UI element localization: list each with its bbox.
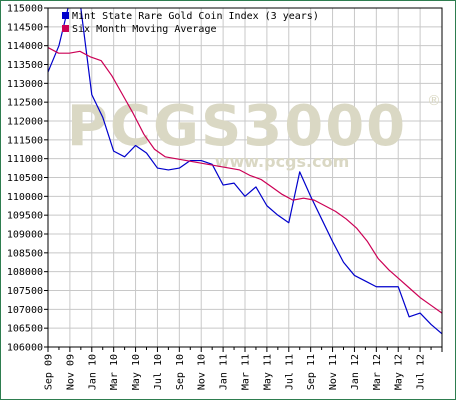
plot-border xyxy=(47,7,443,348)
x-tick-label: Jan 12 xyxy=(350,354,361,390)
series-line-1 xyxy=(48,8,442,335)
watermark-main: PCGS3000 xyxy=(67,94,407,159)
x-tick-label: Nov 11 xyxy=(328,354,339,390)
series-lines xyxy=(48,8,442,335)
x-axis-ticks: Sep 09 Nov 09 Jan 10 Mar 10 May 10 Jul 10 Sep … xyxy=(44,347,443,390)
watermark-registered: ® xyxy=(427,93,441,109)
x-tick-label: May 11 xyxy=(262,354,273,390)
y-axis-ticks: 106000 106500 107000 107500 108000 108500 1090… xyxy=(7,4,48,354)
y-tick-label: 110500 xyxy=(7,173,43,184)
y-tick-label: 112000 xyxy=(7,117,43,128)
legend-label-2: Six Month Moving Average xyxy=(72,24,217,35)
y-tick-label: 110000 xyxy=(7,192,43,203)
y-tick-label: 114500 xyxy=(7,22,43,33)
y-tick-label: 113000 xyxy=(7,79,43,90)
legend-swatch-2 xyxy=(62,25,69,32)
y-tick-label: 111500 xyxy=(7,135,43,146)
x-tick-label: Sep 11 xyxy=(306,354,317,390)
x-tick-label: Nov 09 xyxy=(65,354,76,390)
x-tick-label: Jul 12 xyxy=(416,354,427,390)
x-tick-label: Jul 11 xyxy=(284,354,295,390)
y-tick-label: 111000 xyxy=(7,154,43,165)
legend-swatch-1 xyxy=(62,12,69,19)
x-tick-label: Jul 10 xyxy=(153,354,164,390)
y-tick-label: 115000 xyxy=(7,4,43,15)
x-tick-label: May 12 xyxy=(394,354,405,390)
x-tick-label: Sep 10 xyxy=(175,354,186,390)
y-tick-label: 107500 xyxy=(7,286,43,297)
y-tick-label: 109500 xyxy=(7,211,43,222)
legend-label-1: Mint State Rare Gold Coin Index (3 years… xyxy=(72,11,319,22)
y-tick-label: 112500 xyxy=(7,98,43,109)
series-line-2 xyxy=(48,47,442,314)
watermark: PCGS3000 www.pcgs.com ® xyxy=(67,93,441,171)
y-tick-label: 114000 xyxy=(7,41,43,52)
watermark-sub: www.pcgs.com xyxy=(215,152,350,171)
x-tick-label: Jan 10 xyxy=(87,354,98,390)
grid xyxy=(47,7,443,348)
x-tick-label: Nov 10 xyxy=(197,354,208,390)
y-tick-label: 107000 xyxy=(7,305,43,316)
x-tick-label: Jan 11 xyxy=(219,354,230,390)
x-tick-label: Mar 11 xyxy=(241,354,252,390)
y-tick-label: 108500 xyxy=(7,248,43,259)
x-tick-label: Mar 12 xyxy=(372,354,383,390)
y-tick-label: 106500 xyxy=(7,324,43,335)
x-tick-label: May 10 xyxy=(131,354,142,390)
y-tick-label: 108000 xyxy=(7,267,43,278)
x-tick-label: Sep 09 xyxy=(44,354,55,390)
y-tick-label: 106000 xyxy=(7,343,43,354)
legend: Mint State Rare Gold Coin Index (3 years… xyxy=(62,11,319,35)
x-tick-label: Mar 10 xyxy=(109,354,120,390)
y-tick-label: 109000 xyxy=(7,230,43,241)
y-tick-label: 113500 xyxy=(7,60,43,71)
